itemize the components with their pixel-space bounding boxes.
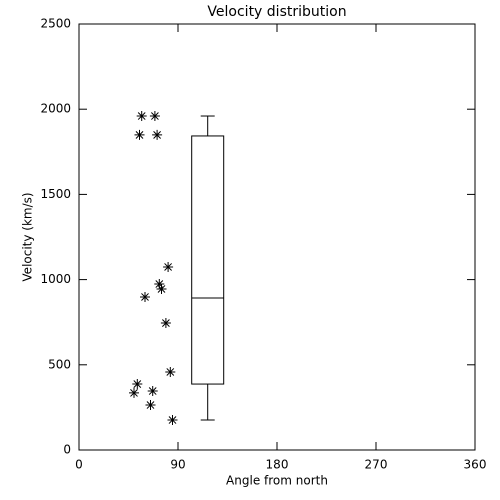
plot-frame <box>78 23 476 451</box>
scatter-point <box>165 366 176 377</box>
chart-title: Velocity distribution <box>207 4 346 20</box>
scatter-point <box>129 387 139 398</box>
scatter-point <box>167 415 178 426</box>
scatter-point <box>136 111 147 122</box>
scatter-point <box>140 291 150 302</box>
scatter-point <box>145 400 156 411</box>
x-tick-label: 360 <box>464 458 487 472</box>
scatter-point <box>149 111 160 122</box>
y-tick-label: 2500 <box>40 17 71 31</box>
scatter-point <box>163 261 174 272</box>
x-tick-label: 180 <box>266 458 289 472</box>
y-tick-label: 500 <box>48 357 71 371</box>
y-axis-label: Velocity (km/s) <box>21 192 35 281</box>
scatter-point <box>154 279 165 290</box>
x-tick-label: 90 <box>170 458 185 472</box>
box <box>191 135 225 385</box>
scatter-point <box>156 283 167 294</box>
y-tick-label: 0 <box>63 443 71 457</box>
scatter-point <box>134 129 145 140</box>
scatter-point <box>152 129 163 140</box>
x-tick-label: 270 <box>365 458 388 472</box>
scatter-point <box>160 318 171 329</box>
scatter-point <box>147 386 158 397</box>
y-tick-label: 1000 <box>40 272 71 286</box>
x-axis-label: Angle from north <box>226 474 328 488</box>
y-tick-label: 1500 <box>40 187 71 201</box>
scatter-point <box>132 379 143 390</box>
y-tick-label: 2000 <box>40 102 71 116</box>
x-tick-label: 0 <box>75 458 83 472</box>
